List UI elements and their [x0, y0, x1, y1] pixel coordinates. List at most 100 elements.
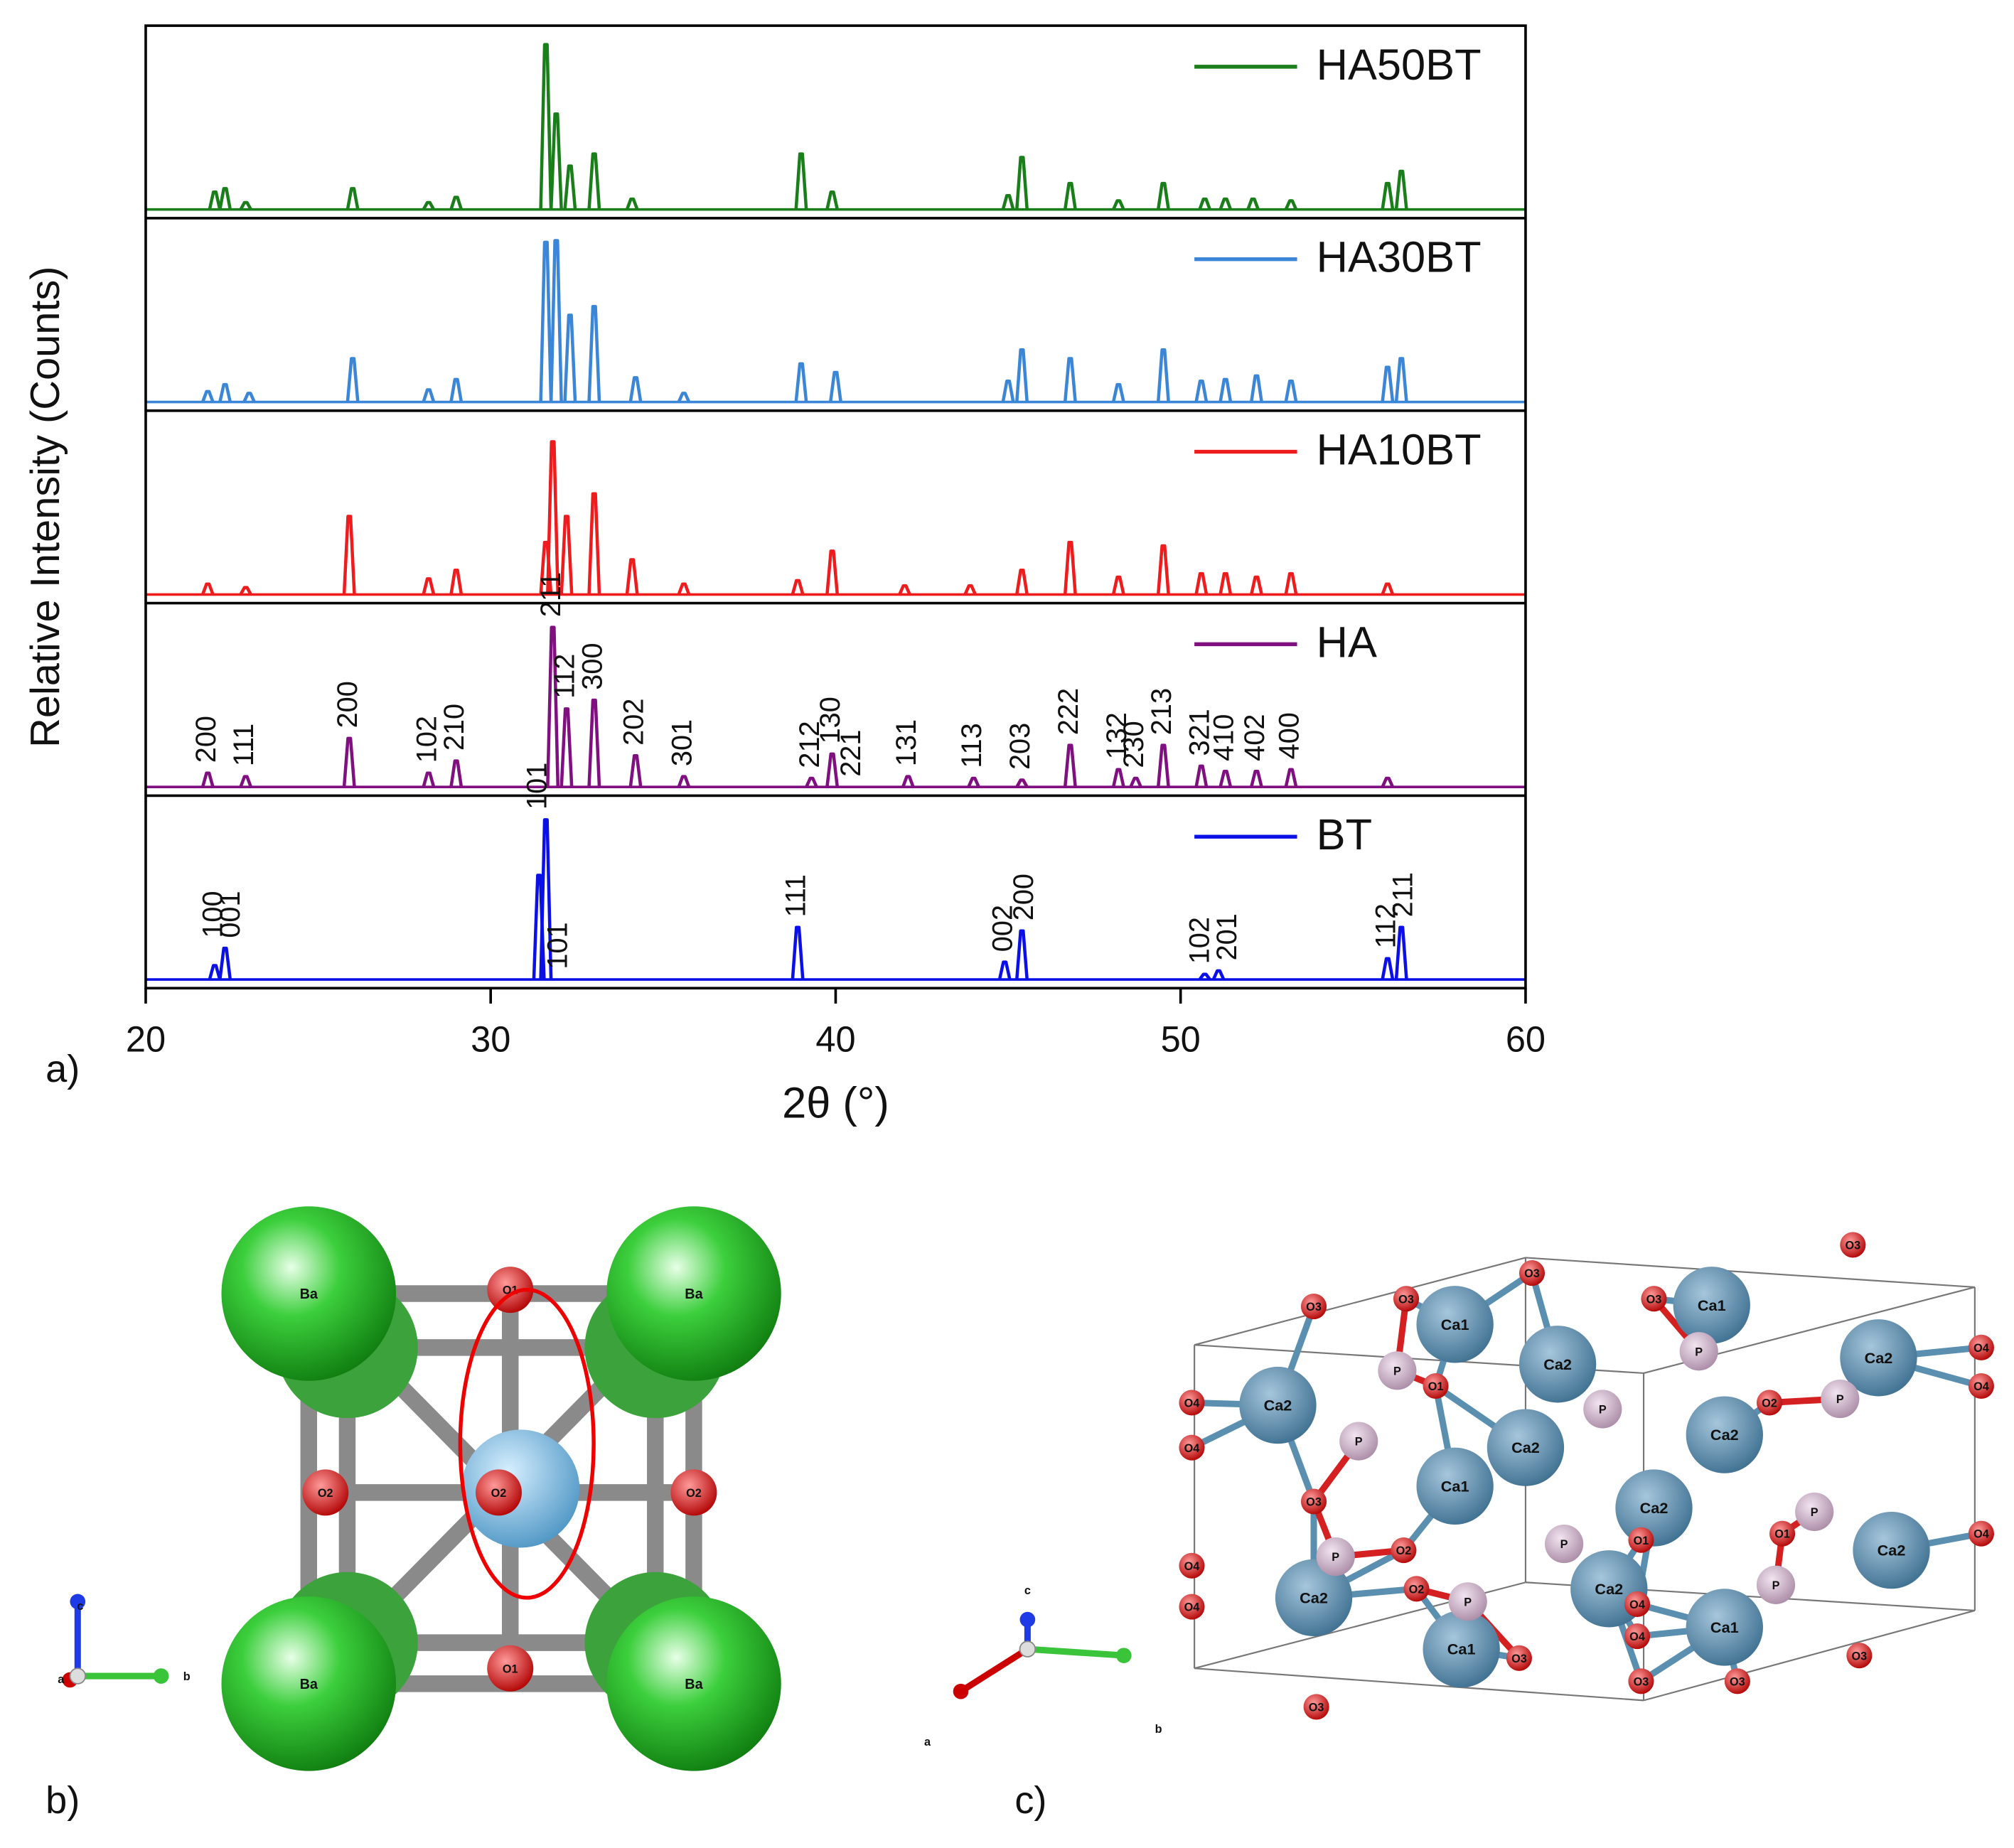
atom [1378, 1351, 1417, 1390]
peak [1001, 193, 1015, 210]
atom [1403, 1576, 1430, 1602]
atom-label: O4 [1973, 1528, 1989, 1541]
cell-edge [1525, 1257, 1975, 1289]
x-tick-label: 40 [815, 1019, 855, 1059]
atom [606, 1596, 781, 1771]
atom-label: O3 [1634, 1675, 1649, 1688]
atom-label: O4 [1973, 1380, 1989, 1393]
peak-label: 213 [1146, 688, 1177, 735]
peak-label: 130 [815, 697, 846, 743]
peak [677, 582, 691, 596]
peak [1218, 377, 1233, 402]
peak-label: 200 [332, 681, 363, 728]
atom [1339, 1422, 1378, 1461]
atom [1416, 1286, 1494, 1363]
peak-label: 203 [1005, 723, 1036, 770]
atom [1724, 1668, 1750, 1694]
atom [1391, 1537, 1417, 1564]
peak [1194, 764, 1209, 788]
x-tick-label: 30 [471, 1019, 510, 1059]
atom-label: P [1599, 1404, 1607, 1417]
atom [1756, 1390, 1783, 1416]
axis-label: c [77, 1600, 83, 1613]
atom [1506, 1645, 1532, 1671]
atom-label: Ca1 [1447, 1640, 1476, 1658]
peak [208, 190, 222, 210]
atom-label: O3 [1846, 1239, 1861, 1252]
peak [549, 239, 563, 402]
axis-arrow-head [1115, 1648, 1132, 1663]
atom [1518, 1326, 1597, 1403]
peak [1194, 571, 1209, 595]
peak-label: 112 [1370, 903, 1401, 948]
peak [1284, 768, 1298, 788]
atom-label: O3 [1524, 1267, 1540, 1280]
atom [1968, 1334, 1994, 1360]
axis-arrow [959, 1646, 1029, 1694]
atom-label: O1 [1634, 1535, 1649, 1547]
axis-arrow-head [953, 1683, 969, 1699]
atom [1615, 1469, 1693, 1547]
peak [1063, 181, 1077, 210]
peak-label: 112 [549, 654, 580, 699]
peak [1284, 571, 1298, 595]
peak [422, 771, 436, 788]
peak [563, 313, 577, 402]
atom [1821, 1379, 1860, 1419]
structure-c: Ca1 Ca2 Ca1 Ca2 Ca2 Ca2 Ca2 Ca1 Ca2 Ca2 Ca2 Ca2 Ca1 C… [924, 1232, 1994, 1748]
x-tick-label: 50 [1161, 1019, 1201, 1059]
atom [1641, 1286, 1667, 1312]
x-axis-label: 2θ (°) [782, 1079, 889, 1128]
atom-label: Ca2 [1511, 1439, 1540, 1456]
peak [1381, 582, 1395, 596]
peak [1111, 575, 1125, 595]
peak-label: 101 [522, 763, 553, 810]
peak [1156, 743, 1170, 788]
atom [1518, 1260, 1546, 1286]
peak [1394, 925, 1408, 980]
atom [1673, 1267, 1750, 1344]
peak [1381, 365, 1395, 402]
peak [539, 818, 553, 980]
atom [221, 1596, 397, 1771]
atom [1545, 1525, 1584, 1564]
panel-label: b) [45, 1779, 80, 1822]
peak [559, 707, 574, 788]
peak [1015, 156, 1029, 210]
cell-edge [1643, 1609, 1976, 1702]
atom-label: Ca1 [1698, 1296, 1726, 1314]
atom [606, 1206, 781, 1381]
atom [487, 1267, 534, 1314]
atom-label: O1 [1428, 1380, 1444, 1393]
atom-label: O3 [1646, 1293, 1662, 1306]
atom-label: O4 [1629, 1631, 1645, 1643]
peak [625, 558, 639, 595]
peak [677, 775, 691, 788]
axis-origin [1019, 1640, 1037, 1658]
peak [1015, 568, 1029, 595]
peak [242, 392, 256, 403]
peak [1394, 357, 1408, 402]
atom [1179, 1594, 1205, 1620]
atom-label: O1 [503, 1662, 518, 1675]
peak [791, 579, 805, 596]
atom [1756, 1565, 1796, 1604]
peak [1381, 181, 1395, 210]
peak [825, 549, 840, 595]
atom [1853, 1511, 1930, 1589]
axis-label: a [58, 1673, 65, 1686]
atom-label: O3 [1852, 1650, 1868, 1662]
atom [487, 1645, 534, 1692]
peak [1015, 778, 1029, 788]
peak [794, 362, 808, 402]
atom [1769, 1520, 1796, 1547]
axis-label: b [1155, 1723, 1162, 1736]
atom [1303, 1694, 1329, 1720]
atom-label: P [1772, 1579, 1780, 1592]
peak-label: 211 [1388, 872, 1419, 917]
atom [1846, 1643, 1873, 1669]
peak [1381, 957, 1395, 980]
